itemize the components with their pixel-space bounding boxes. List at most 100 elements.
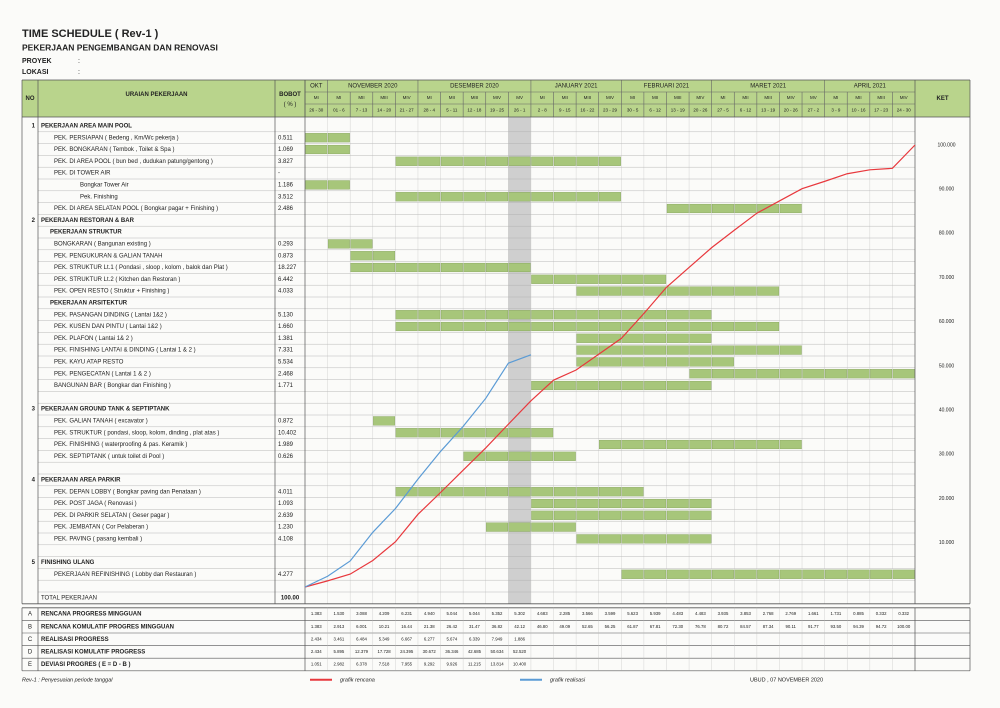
- summary-value: 6.277: [424, 636, 435, 641]
- gantt-cell: [689, 510, 712, 520]
- gantt-cell: [327, 133, 350, 143]
- summary-value: 10.400: [513, 662, 527, 667]
- week-label: MIV: [900, 95, 908, 100]
- gantt-cell: [463, 428, 486, 438]
- week-dates: 3 - 9: [831, 108, 841, 113]
- gantt-cell: [305, 180, 328, 190]
- gantt-cell: [327, 180, 350, 190]
- holiday-column: [508, 117, 531, 604]
- summary-value: 3.088: [356, 611, 367, 616]
- task-bobot: 1.660: [278, 324, 294, 330]
- gantt-cell: [666, 321, 689, 332]
- legend-label: grafik rencana: [340, 677, 375, 683]
- gantt-cell: [757, 321, 780, 332]
- gantt-cell: [531, 321, 554, 332]
- gantt-cell: [418, 321, 441, 332]
- gantt-cell: [644, 274, 667, 284]
- gantt-cell: [621, 380, 644, 391]
- summary-value: 21.38: [424, 624, 435, 629]
- week-dates: 27 - 2: [808, 108, 820, 113]
- gantt-cell: [576, 156, 599, 166]
- task-bobot: 5.130: [278, 312, 294, 318]
- gantt-cell: [576, 286, 599, 296]
- summary-value: 17.728: [377, 649, 391, 654]
- summary-value: 7.955: [401, 662, 412, 667]
- week-dates: 13 - 19: [761, 108, 776, 113]
- summary-value: 5.939: [650, 611, 661, 616]
- week-dates: 10 - 16: [852, 108, 867, 113]
- gantt-cell: [802, 569, 825, 579]
- gantt-cell: [599, 439, 621, 450]
- task-name: PEK. DI PARKIR SELATAN ( Geser pagar ): [54, 513, 169, 519]
- summary-value: 72.30: [672, 624, 683, 629]
- gantt-cell: [350, 239, 373, 249]
- gantt-cell: [553, 192, 576, 202]
- week-label: MIII: [471, 95, 479, 100]
- gantt-cell: [757, 203, 780, 214]
- col-bobot: BOBOT: [279, 92, 301, 98]
- gantt-cell: [508, 310, 531, 320]
- summary-code: C: [28, 637, 33, 643]
- summary-value: 9.292: [424, 662, 435, 667]
- gantt-cell: [418, 192, 441, 202]
- gantt-cell: [712, 439, 734, 450]
- field-sep: :: [78, 69, 80, 76]
- summary-value: 4.940: [424, 611, 435, 616]
- gantt-cell: [892, 569, 915, 579]
- gantt-cell: [689, 498, 712, 509]
- section-title: PEKERJAAN GROUND TANK & SEPTIPTANK: [41, 407, 170, 413]
- summary-value: 6.378: [356, 662, 367, 667]
- gantt-cell: [486, 262, 508, 273]
- gantt-cell: [418, 262, 441, 273]
- summary-label: RENCANA KOMULATIF PROGRES MINGGUAN: [41, 624, 174, 630]
- task-name: BONGKARAN ( Bangunan existing ): [54, 241, 151, 247]
- task-bobot: 6.442: [278, 277, 294, 283]
- gantt-cell: [599, 380, 621, 391]
- summary-code: B: [28, 624, 32, 630]
- task-name: BANGUNAN BAR ( Bongkar dan Finishing ): [54, 383, 171, 389]
- gantt-cell: [553, 451, 576, 461]
- gantt-cell: [689, 439, 712, 450]
- gantt-cell: [644, 321, 667, 332]
- summary-value: 2.434: [311, 636, 322, 641]
- summary-value: 49.09: [559, 624, 570, 629]
- gantt-cell: [463, 262, 486, 273]
- gantt-cell: [599, 274, 621, 284]
- week-label: MIV: [403, 95, 411, 100]
- task-name: PEK. STRUKTUR ( pondasi, sloop, kolom, d…: [54, 430, 219, 436]
- task-name: PEK. PLAFON ( Lantai 1& 2 ): [54, 336, 133, 342]
- week-dates: 6 - 12: [740, 108, 752, 113]
- summary-value: 61.87: [627, 624, 638, 629]
- week-label: MI: [336, 95, 341, 100]
- month-label: OKT: [310, 84, 323, 90]
- week-dates: 12 - 18: [467, 108, 482, 113]
- task-bobot: 0.293: [278, 241, 294, 247]
- gantt-cell: [531, 451, 554, 461]
- gantt-cell: [576, 321, 599, 332]
- summary-code: E: [28, 662, 32, 668]
- summary-value: 0.332: [898, 611, 909, 616]
- gantt-cell: [440, 192, 463, 202]
- gantt-cell: [576, 510, 599, 520]
- gantt-cell: [824, 569, 847, 579]
- gantt-cell: [666, 203, 689, 214]
- summary-value: 1.661: [808, 611, 819, 616]
- gantt-cell: [599, 192, 621, 202]
- summary-value: 31.47: [469, 624, 480, 629]
- gantt-cell: [644, 286, 667, 296]
- ket-tick-label: 60.000: [939, 319, 955, 325]
- gantt-cell: [553, 321, 576, 332]
- gantt-cell: [666, 534, 689, 544]
- gantt-cell: [779, 439, 802, 450]
- gantt-cell: [779, 203, 802, 214]
- summary-value: 6.001: [356, 624, 367, 629]
- section-no: 2: [32, 218, 36, 224]
- gantt-cell: [531, 510, 554, 520]
- gantt-cell: [644, 345, 667, 355]
- week-label: MI: [314, 95, 319, 100]
- task-bobot: 0.626: [278, 454, 294, 460]
- gantt-cell: [779, 369, 802, 379]
- week-dates: 26 - 30: [309, 108, 324, 113]
- week-dates: 23 - 29: [603, 108, 618, 113]
- summary-value: 100.00: [897, 624, 911, 629]
